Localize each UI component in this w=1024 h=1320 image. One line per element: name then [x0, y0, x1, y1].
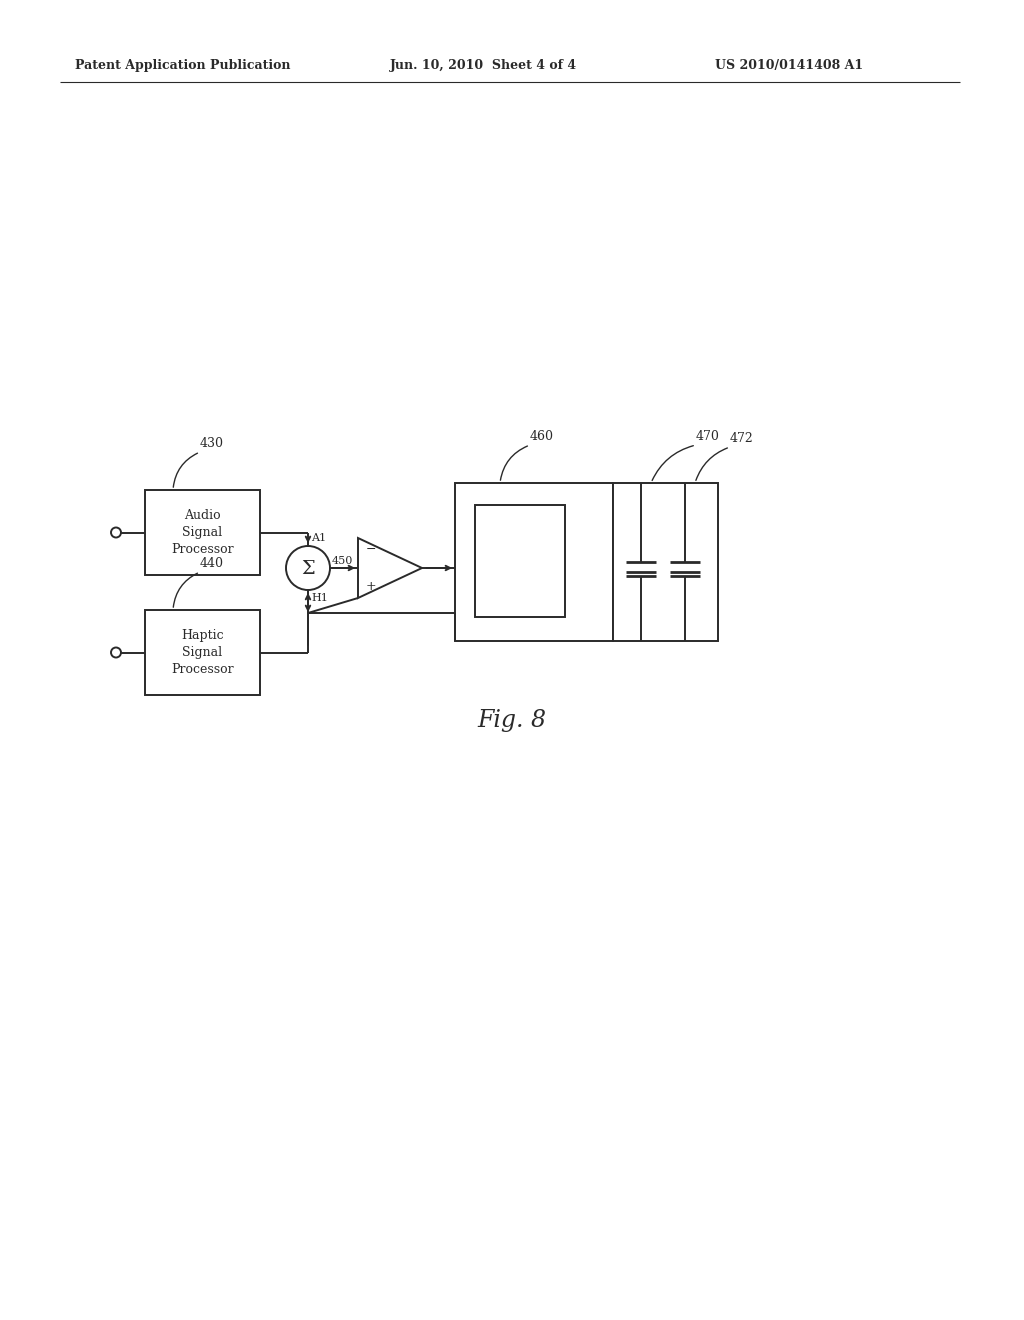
Bar — [613, 483, 718, 642]
Text: Patent Application Publication: Patent Application Publication — [75, 58, 291, 71]
Text: +: + — [366, 581, 376, 594]
Text: Σ: Σ — [301, 560, 314, 578]
Bar — [145, 610, 260, 696]
Text: Audio
Signal
Processor: Audio Signal Processor — [171, 510, 233, 556]
Text: 450: 450 — [332, 556, 353, 566]
Text: Jun. 10, 2010  Sheet 4 of 4: Jun. 10, 2010 Sheet 4 of 4 — [390, 58, 578, 71]
Text: A1: A1 — [311, 533, 326, 543]
Text: −: − — [366, 543, 376, 556]
Text: US 2010/0141408 A1: US 2010/0141408 A1 — [715, 58, 863, 71]
Text: 470: 470 — [696, 430, 720, 444]
Text: Haptic
Signal
Processor: Haptic Signal Processor — [171, 630, 233, 676]
Text: 440: 440 — [200, 557, 224, 570]
Text: H1: H1 — [311, 593, 328, 603]
Bar — [145, 490, 260, 576]
Text: 460: 460 — [530, 430, 554, 444]
Text: Fig. 8: Fig. 8 — [477, 709, 547, 731]
Bar — [455, 483, 613, 642]
Text: 472: 472 — [730, 432, 754, 445]
Bar — [475, 506, 565, 616]
Text: 430: 430 — [200, 437, 224, 450]
